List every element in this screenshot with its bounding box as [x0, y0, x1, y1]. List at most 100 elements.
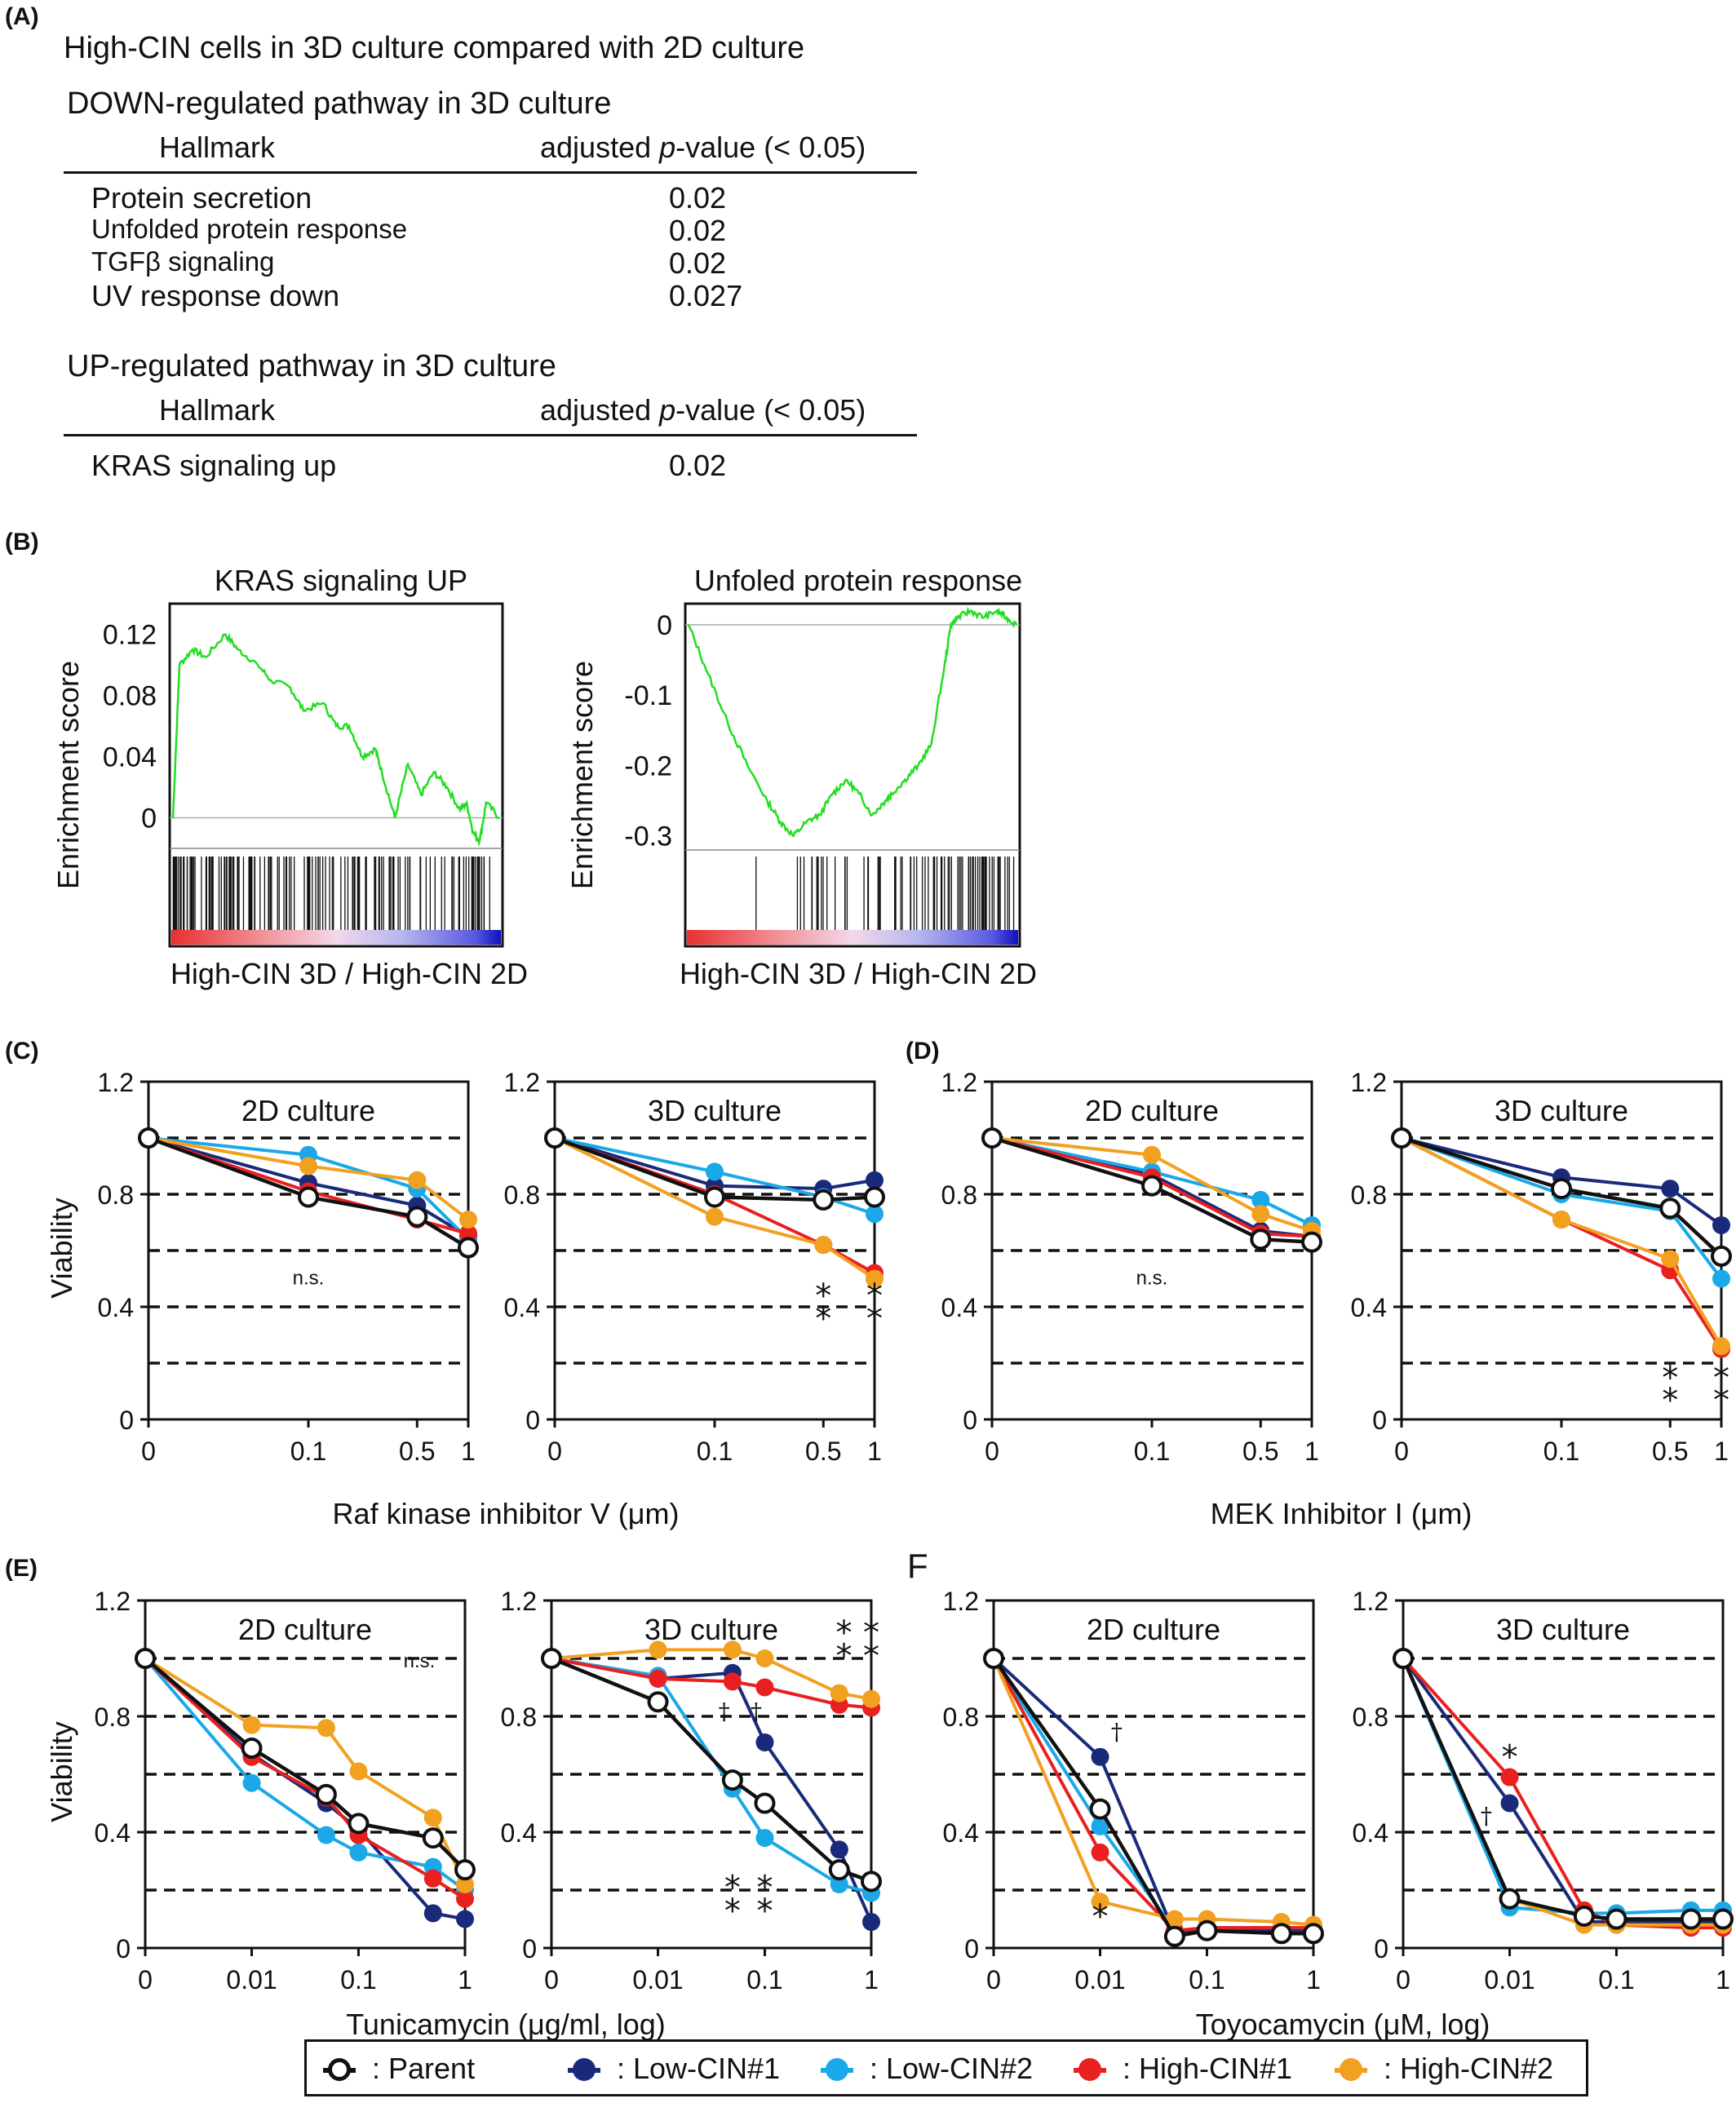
data-point [1165, 1910, 1184, 1928]
x-tick-label: 0.1 [290, 1437, 326, 1466]
data-point [649, 1640, 667, 1659]
data-point [1712, 1908, 1734, 1930]
dagger-mark: † [1481, 1802, 1492, 1829]
data-point [755, 1678, 774, 1697]
data-point [1091, 1843, 1109, 1862]
x-tick-label: 0.01 [632, 1965, 683, 1995]
chart-title: 2D culture [1085, 1094, 1219, 1127]
data-point [1680, 1908, 1702, 1930]
data-point [317, 1719, 335, 1738]
significance-star: * [863, 1614, 879, 1652]
data-point [830, 1684, 848, 1702]
data-point [1659, 1198, 1681, 1220]
up-col-pvalue: adjusted p-value (< 0.05) [540, 393, 866, 427]
x-axis-label: Toyocamycin (μM, log) [1196, 2008, 1490, 2039]
enrichment-curve [687, 606, 1018, 838]
chart-title: 2D culture [238, 1613, 372, 1646]
data-point [1552, 1211, 1570, 1229]
series-low-cin-1 [1393, 1129, 1730, 1234]
significance-star: * [866, 1300, 883, 1338]
data-point [866, 1205, 884, 1224]
significance-star: * [756, 1869, 773, 1906]
data-point [1091, 1747, 1109, 1766]
gsea-plot-2: 0 -0.1 -0.2 -0.3 Unfoled protein response Enr… [565, 564, 1037, 990]
data-point [1143, 1145, 1161, 1164]
data-point [541, 1648, 562, 1669]
down-col-pvalue: adjusted p-value (< 0.05) [540, 131, 866, 164]
chart-title: 3D culture [644, 1613, 778, 1646]
series-line [992, 1657, 1313, 1939]
down-row-p: 0.02 [669, 181, 727, 215]
data-point [1573, 1905, 1595, 1927]
rank-color-bar [171, 930, 501, 945]
data-point [454, 1859, 476, 1881]
data-point [456, 1910, 474, 1928]
significance-star: * [724, 1869, 741, 1906]
x-tick-label: 0.01 [1484, 1965, 1534, 1995]
y-tick-label: 0.8 [943, 1702, 979, 1732]
y-tick-label: 0.4 [501, 1818, 537, 1848]
y-tick-label: 1.2 [941, 1068, 977, 1097]
data-point [706, 1207, 724, 1226]
series-low-cin-2 [1394, 1649, 1732, 1923]
y-tick-label: 1.2 [98, 1068, 134, 1097]
data-point [1393, 1648, 1414, 1669]
series-line [554, 1136, 875, 1202]
data-point [861, 1871, 882, 1893]
x-tick-label: 1 [1714, 1437, 1729, 1466]
y-tick-label: 0.08 [103, 681, 157, 712]
legend-label: : Parent [372, 2052, 476, 2085]
down-row-p: 0.02 [669, 246, 727, 280]
data-point [1301, 1231, 1322, 1253]
data-point [723, 1640, 742, 1659]
legend-marker [573, 2058, 596, 2081]
data-point [315, 1783, 337, 1805]
y-axis-label: Viability [45, 1721, 78, 1822]
data-point [1303, 1923, 1324, 1945]
data-point [422, 1827, 444, 1849]
y-tick-label: 1.2 [504, 1068, 540, 1097]
series-line [1402, 1658, 1723, 1927]
down-row-name: Protein secretion [91, 181, 312, 215]
chart-title: 2D culture [1087, 1613, 1220, 1646]
series-high-cin-2 [1393, 1129, 1730, 1356]
data-point [242, 1773, 261, 1792]
ns-annotation: n.s. [1136, 1267, 1168, 1289]
significance-star: * [863, 1637, 879, 1675]
data-point [706, 1162, 724, 1181]
dagger-mark: † [1111, 1718, 1123, 1745]
x-tick-label: 0.01 [1074, 1965, 1125, 1995]
series-parent [544, 1127, 885, 1211]
significance-star: * [1713, 1382, 1729, 1419]
table-title: High-CIN cells in 3D culture compared wi… [64, 31, 805, 65]
y-tick-label: 0.8 [1353, 1702, 1388, 1732]
y-tick-label: 0 [657, 610, 672, 641]
data-point [755, 1829, 774, 1848]
data-point [1163, 1925, 1185, 1947]
panel-label-c: (C) [5, 1038, 39, 1065]
data-point [1499, 1888, 1521, 1910]
data-point [866, 1171, 884, 1189]
y-tick-label: 0 [1374, 1934, 1388, 1964]
y-tick-label: 0.12 [103, 620, 157, 651]
y-tick-label: 0.4 [98, 1293, 134, 1322]
data-point [1091, 1817, 1109, 1835]
chart-title: 3D culture [648, 1094, 782, 1127]
y-axis-label: Enrichment score [51, 661, 85, 889]
y-tick-label: 0.8 [95, 1702, 131, 1732]
series-parent [983, 1648, 1324, 1947]
viability-plot-e2d: 0 0.4 0.8 1.2 0 0.01 0.1 1 2D culture n.s. Viabili… [45, 1587, 476, 1995]
legend-label: : Low-CIN#2 [870, 2052, 1034, 2085]
x-tick-label: 1 [1306, 1965, 1321, 1995]
significance-star: * [836, 1637, 852, 1675]
x-tick-label: 1 [1304, 1437, 1319, 1466]
up-row-p: 0.02 [669, 449, 727, 482]
series-line [144, 1657, 467, 1885]
legend-marker [328, 2058, 351, 2081]
data-point [1605, 1908, 1628, 1930]
x-tick-label: 0.01 [226, 1965, 277, 1995]
chart-title: KRAS signaling UP [215, 564, 467, 597]
y-tick-label: 0.4 [941, 1293, 977, 1322]
y-tick-label: 0.8 [504, 1180, 540, 1210]
x-axis-label: Tunicamycin (μg/ml, log) [346, 2008, 666, 2039]
